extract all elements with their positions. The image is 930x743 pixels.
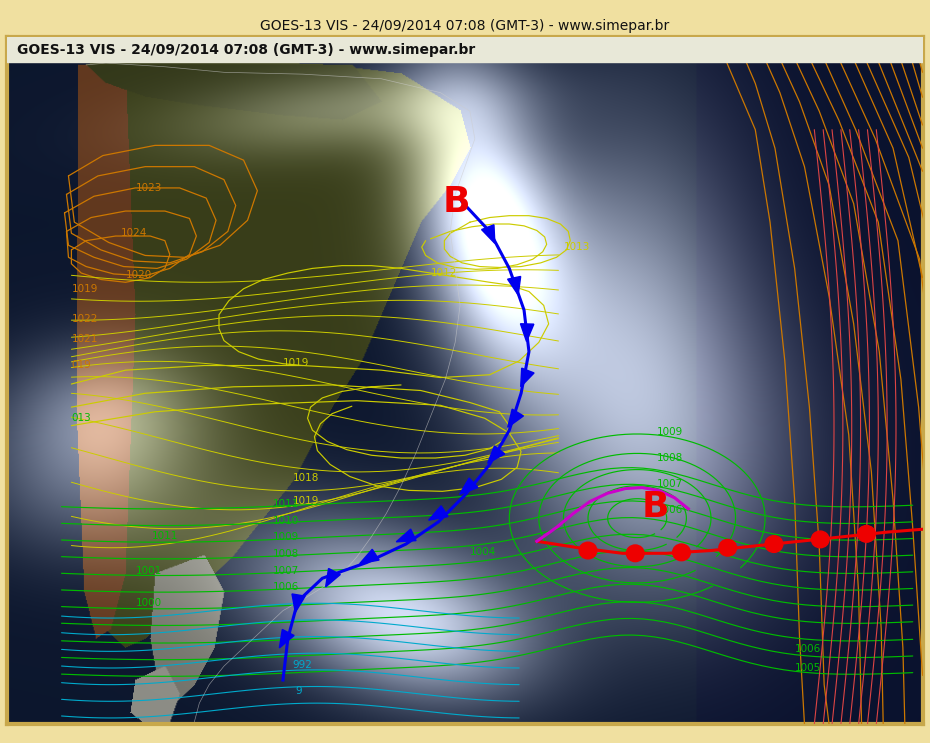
Circle shape — [857, 525, 875, 542]
Polygon shape — [508, 276, 521, 295]
Text: 1006: 1006 — [657, 504, 684, 515]
Text: 1010: 1010 — [273, 516, 299, 526]
Text: 1001: 1001 — [136, 565, 162, 576]
Text: 1020: 1020 — [126, 270, 152, 279]
Bar — [7, 37, 923, 62]
Text: 1000: 1000 — [136, 598, 162, 608]
Text: 1019: 1019 — [283, 357, 310, 368]
Text: 1023: 1023 — [136, 183, 162, 192]
Text: 1022: 1022 — [781, 52, 805, 62]
Text: 1006: 1006 — [273, 583, 299, 592]
Text: 1019: 1019 — [72, 284, 98, 293]
Text: 1012: 1012 — [431, 267, 457, 278]
Text: GOES-13 VIS - 24/09/2014 07:08 (GMT-3) - www.simepar.br: GOES-13 VIS - 24/09/2014 07:08 (GMT-3) -… — [260, 19, 670, 33]
Text: 1006: 1006 — [794, 644, 821, 655]
Text: 1024: 1024 — [121, 228, 147, 238]
Text: 1007: 1007 — [657, 478, 684, 489]
Text: 1011: 1011 — [273, 499, 299, 509]
Text: 1004: 1004 — [470, 547, 497, 557]
Text: 013: 013 — [72, 413, 91, 423]
Polygon shape — [521, 324, 534, 342]
Text: 1018: 1018 — [293, 473, 319, 483]
Text: 1009: 1009 — [273, 532, 299, 542]
Polygon shape — [360, 549, 379, 564]
Polygon shape — [482, 225, 495, 244]
Text: 1021: 1021 — [748, 50, 772, 60]
Text: 1020: 1020 — [716, 48, 740, 58]
Polygon shape — [459, 478, 478, 494]
Polygon shape — [521, 368, 534, 387]
Text: 1008: 1008 — [273, 549, 299, 559]
Text: 1013: 1013 — [564, 242, 590, 252]
Polygon shape — [292, 594, 305, 612]
Text: 1021: 1021 — [72, 334, 98, 345]
Text: 1005: 1005 — [794, 663, 821, 672]
Text: 1019: 1019 — [293, 496, 319, 506]
Polygon shape — [279, 629, 294, 648]
Circle shape — [579, 542, 597, 559]
Text: B: B — [443, 185, 470, 218]
Circle shape — [765, 536, 783, 552]
Text: GOES-13 VIS - 24/09/2014 07:08 (GMT-3) - www.simepar.br: GOES-13 VIS - 24/09/2014 07:08 (GMT-3) -… — [18, 43, 475, 57]
Text: 1011: 1011 — [153, 531, 179, 542]
Text: B: B — [641, 490, 669, 524]
Polygon shape — [429, 506, 448, 520]
Text: 1022: 1022 — [72, 314, 98, 324]
Circle shape — [672, 544, 690, 561]
Circle shape — [811, 531, 829, 548]
Text: 992: 992 — [293, 660, 312, 670]
Circle shape — [719, 539, 737, 556]
Text: 1008: 1008 — [657, 452, 684, 463]
Polygon shape — [508, 409, 524, 427]
Text: 019: 019 — [72, 360, 91, 370]
Text: 1009: 1009 — [657, 427, 684, 437]
Text: 1007: 1007 — [273, 565, 299, 576]
Polygon shape — [396, 529, 416, 542]
Text: 9: 9 — [296, 686, 302, 696]
Circle shape — [627, 545, 644, 562]
Polygon shape — [487, 446, 505, 464]
Polygon shape — [326, 568, 340, 587]
